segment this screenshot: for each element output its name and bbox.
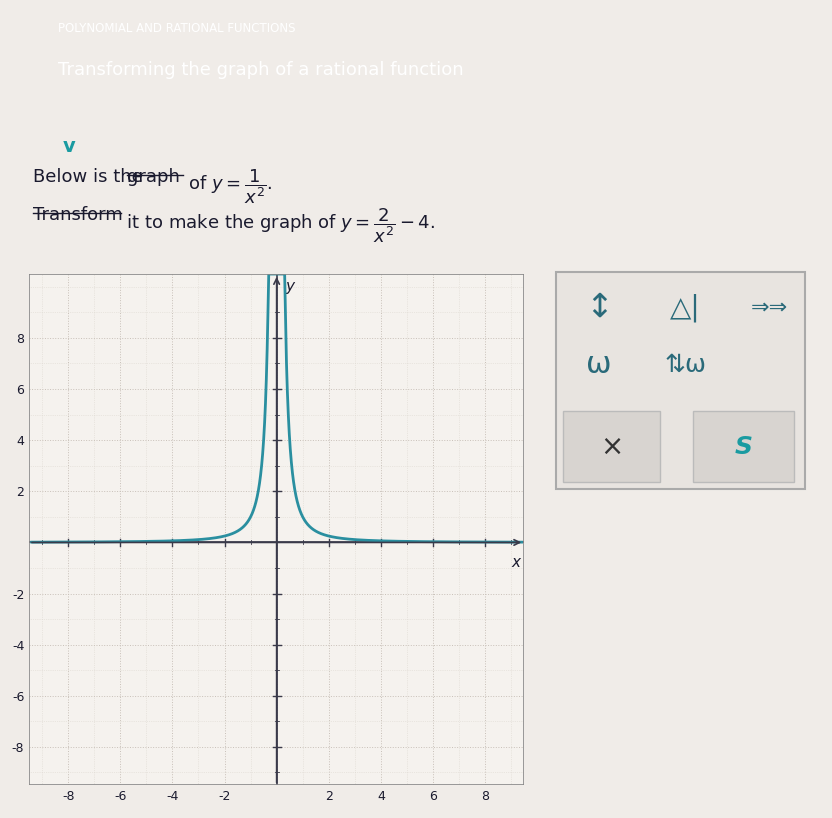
Text: v: v [62,137,75,156]
Text: x: x [512,555,521,570]
Text: graph: graph [127,168,181,186]
Text: y: y [285,279,295,294]
Text: Below is the: Below is the [33,168,149,186]
Text: ⇅ω: ⇅ω [664,353,706,377]
Text: S: S [735,434,753,459]
Text: Transform: Transform [33,206,123,224]
Text: POLYNOMIAL AND RATIONAL FUNCTIONS: POLYNOMIAL AND RATIONAL FUNCTIONS [58,21,295,34]
Text: ⇒⇒: ⇒⇒ [750,298,788,317]
FancyBboxPatch shape [556,272,805,488]
Text: ×: × [600,433,623,461]
Text: it to make the graph of $y=\dfrac{2}{x^2}-4$.: it to make the graph of $y=\dfrac{2}{x^2… [121,206,436,245]
Text: △|: △| [670,293,701,321]
Text: ω: ω [587,350,612,380]
Text: of $y=\dfrac{1}{x^2}$.: of $y=\dfrac{1}{x^2}$. [183,168,273,206]
Text: ↕: ↕ [585,291,613,324]
Text: Transforming the graph of a rational function: Transforming the graph of a rational fun… [58,61,464,79]
FancyBboxPatch shape [693,411,795,482]
FancyBboxPatch shape [563,411,660,482]
